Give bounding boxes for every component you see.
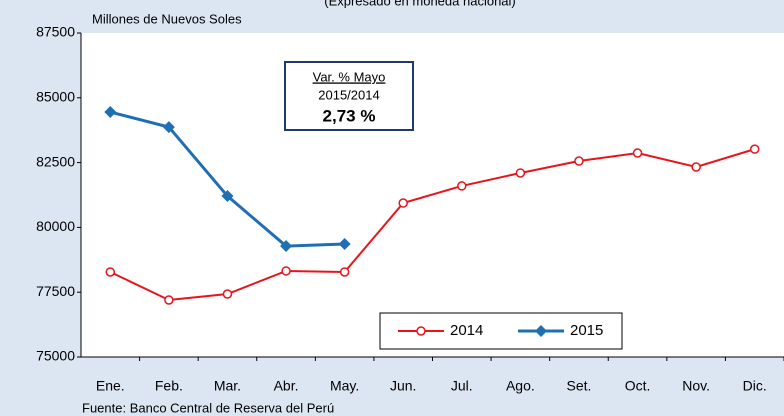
x-tick-label: Nov.: [682, 378, 710, 394]
point: [338, 237, 351, 250]
point: [691, 162, 701, 172]
point: [515, 168, 526, 178]
point: [105, 267, 116, 277]
legend-label: 2015: [570, 322, 603, 339]
point: [222, 289, 233, 299]
legend-marker: [416, 326, 426, 336]
point: [162, 121, 175, 134]
y-tick-label: 75000: [36, 348, 75, 364]
point: [104, 106, 117, 119]
y-axis-label: Millones de Nuevos Soles: [92, 11, 242, 26]
x-tick-label: Mar.: [214, 378, 241, 394]
legend-label: 2014: [450, 322, 483, 339]
x-tick-label: Jun.: [390, 378, 416, 394]
point: [574, 156, 584, 166]
x-tick-label: Oct.: [625, 378, 651, 394]
point: [164, 295, 174, 305]
x-tick-label: May.: [330, 378, 359, 394]
point: [398, 198, 408, 208]
point: [457, 181, 467, 191]
x-tick-label: Abr.: [274, 378, 299, 394]
series-line: [109, 148, 755, 301]
point: [281, 266, 291, 276]
annotation: Var. % Mayo: [313, 69, 386, 84]
y-tick-label: 82500: [36, 153, 75, 169]
annotation: 2,73 %: [323, 106, 376, 125]
x-tick-label: Set.: [567, 378, 592, 394]
y-tick-label: 80000: [36, 218, 75, 234]
x-tick-label: Dic.: [743, 378, 767, 394]
point: [749, 144, 760, 154]
legend-marker: [535, 325, 547, 337]
y-tick-label: 87500: [36, 24, 75, 40]
point: [221, 190, 234, 203]
x-tick-label: Ago.: [506, 378, 535, 394]
point: [280, 240, 293, 253]
x-tick-label: Jul.: [451, 378, 473, 394]
y-tick-label: 77500: [36, 283, 75, 299]
annotation: 2015/2014: [318, 87, 379, 102]
source: Fuente: Banco Central de Reserva del Per…: [82, 400, 334, 415]
chart-subtitle: (Expresado en moneda nacional): [324, 0, 516, 8]
x-tick-label: Ene.: [96, 378, 125, 394]
point: [339, 267, 350, 277]
y-tick-label: 85000: [36, 89, 75, 105]
point: [632, 148, 643, 158]
annotation-box: [284, 61, 414, 131]
x-tick-label: Feb.: [155, 378, 183, 394]
